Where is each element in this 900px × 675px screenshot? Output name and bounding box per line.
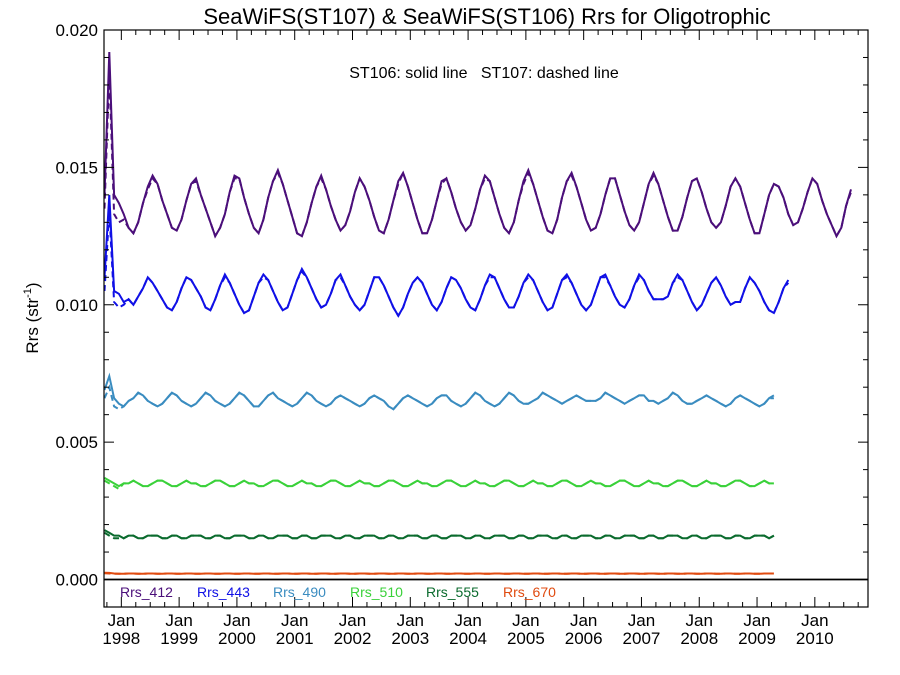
x-tick-month-label: Jan xyxy=(339,611,366,630)
x-axis: Jan1998Jan1999Jan2000Jan2001Jan2002Jan20… xyxy=(102,30,859,648)
rrs-490-st107-dashed-line xyxy=(103,384,774,411)
x-tick-year-label: 2009 xyxy=(738,629,776,648)
rrs-443-st106-solid-line xyxy=(103,194,790,318)
rrs-412-st107-dashed-line xyxy=(103,71,852,239)
legend-entry-rrs-490: Rrs_490 xyxy=(273,584,326,600)
x-tick-year-label: 2001 xyxy=(276,629,314,648)
x-tick-year-label: 2010 xyxy=(796,629,834,648)
plot-frame xyxy=(103,29,869,608)
x-tick-year-label: 2007 xyxy=(623,629,661,648)
x-tick-month-label: Jan xyxy=(108,611,135,630)
x-tick-month-label: Jan xyxy=(743,611,770,630)
rrs-670-st106-solid-line xyxy=(104,571,774,575)
y-tick-label: 0.005 xyxy=(55,433,98,452)
y-tick-label: 0.000 xyxy=(55,571,98,590)
line-style-annotation: ST106: solid line ST107: dashed line xyxy=(349,65,619,82)
x-tick-year-label: 2008 xyxy=(680,629,718,648)
y-tick-label: 0.020 xyxy=(55,21,98,40)
y-axis: 0.000 0.005 0.010 0.015 0.020 xyxy=(55,21,868,590)
rrs-443-st107-dashed-line xyxy=(103,211,790,318)
x-tick-month-label: Jan xyxy=(454,611,481,630)
plot-area xyxy=(103,51,852,575)
x-tick-month-label: Jan xyxy=(397,611,424,630)
x-tick-month-label: Jan xyxy=(628,611,655,630)
x-tick-year-label: 2000 xyxy=(218,629,256,648)
x-tick-month-label: Jan xyxy=(165,611,192,630)
x-tick-year-label: 2003 xyxy=(391,629,429,648)
legend-entry-rrs-412: Rrs_412 xyxy=(120,584,173,600)
y-axis-label-superscript: -1 xyxy=(22,288,34,298)
legend-entry-rrs-555: Rrs_555 xyxy=(426,584,479,600)
x-tick-month-label: Jan xyxy=(801,611,828,630)
x-tick-year-label: 2002 xyxy=(334,629,372,648)
x-tick-month-label: Jan xyxy=(223,611,250,630)
rrs-555-st106-solid-line xyxy=(104,529,775,540)
rrs-510-st106-solid-line xyxy=(104,477,774,488)
rrs-412-st106-solid-line xyxy=(103,51,852,239)
legend-entry-rrs-443: Rrs_443 xyxy=(197,584,250,600)
x-tick-year-label: 1999 xyxy=(160,629,198,648)
rrs-490-st106-solid-line xyxy=(103,372,775,411)
y-tick-label: 0.010 xyxy=(55,296,98,315)
legend: Rrs_412 Rrs_443 Rrs_490 Rrs_510 Rrs_555 Rrs_6… xyxy=(120,584,556,600)
x-tick-month-label: Jan xyxy=(686,611,713,630)
y-tick-label: 0.015 xyxy=(55,158,98,177)
y-axis-label: Rrs (str-1) xyxy=(22,282,42,353)
x-tick-year-label: 2005 xyxy=(507,629,545,648)
x-tick-year-label: 2004 xyxy=(449,629,487,648)
x-tick-year-label: 1998 xyxy=(102,629,140,648)
x-tick-month-label: Jan xyxy=(512,611,539,630)
legend-entry-rrs-510: Rrs_510 xyxy=(350,584,403,600)
x-tick-month-label: Jan xyxy=(281,611,308,630)
legend-entry-rrs-670: Rrs_670 xyxy=(503,584,556,600)
x-tick-year-label: 2006 xyxy=(565,629,603,648)
chart-title: SeaWiFS(ST107) & SeaWiFS(ST106) Rrs for … xyxy=(203,4,770,29)
x-tick-month-label: Jan xyxy=(570,611,597,630)
